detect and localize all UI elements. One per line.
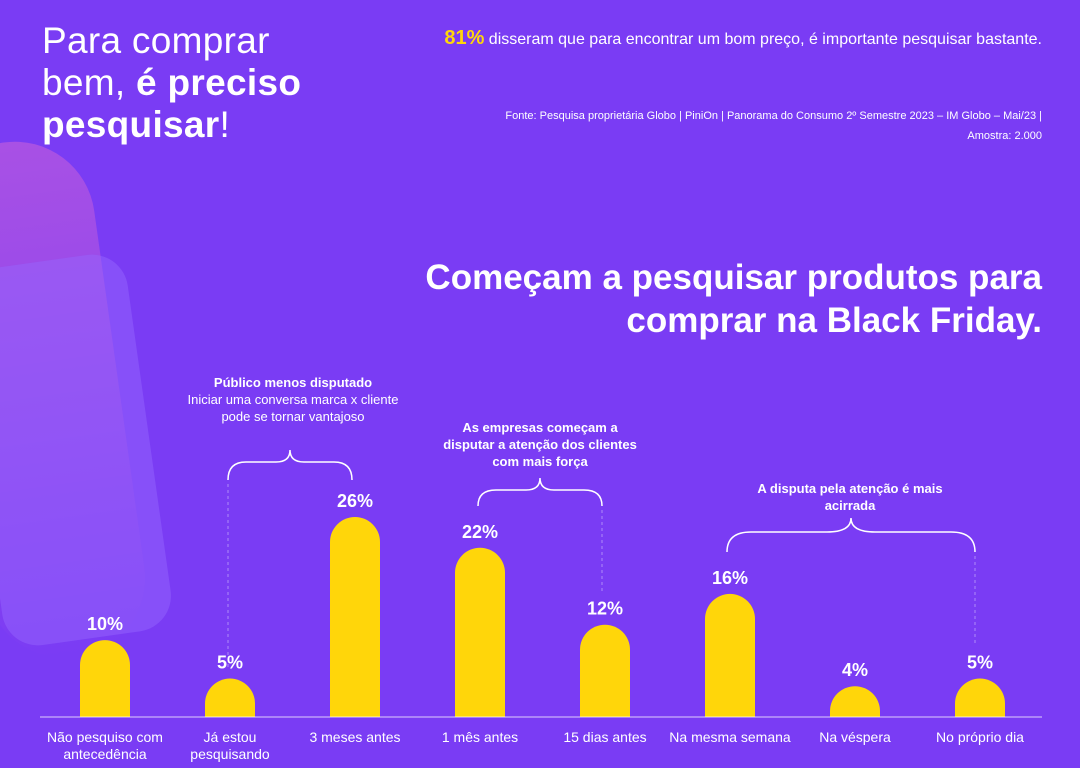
bar-value-label: 5% [967,653,993,673]
stat-text: disseram que para encontrar um bom preço… [484,31,1042,48]
bar [454,547,505,717]
source-line1: Fonte: Pesquisa proprietária Globo | Pin… [505,110,1042,122]
annotation-fierce-dispute-title: A disputa pela atenção é mais acirrada [757,481,943,513]
category-label: Na véspera [819,729,891,745]
bar-value-label: 12% [587,599,623,619]
bar-value-label: 26% [337,491,373,511]
bar-value-label: 22% [462,522,498,542]
category-label: 3 meses antes [309,729,400,745]
category-label: Não pesquiso com antecedência [47,729,163,762]
bars-group [80,517,1005,717]
annotation-brackets [227,449,976,668]
bar [955,678,1005,717]
category-label: 1 mês antes [442,729,518,745]
source-line2: Amostra: 2.000 [967,130,1042,142]
bar [830,686,880,717]
bar [705,593,755,717]
annotation-companies-start-title: As empresas começam a disputar a atenção… [443,420,637,469]
bar [205,678,255,717]
stat-percent: 81% [444,27,485,49]
category-labels-group: Não pesquiso com antecedência Já estou pesq… [47,729,1024,762]
category-label: Na mesma semana [669,729,791,745]
bracket-less-disputed [227,449,353,481]
stat-callout: 81% disseram que para encontrar um bom p… [422,24,1042,54]
headline-line3-bold: pesquisar [42,104,220,145]
bar [330,517,380,717]
annotation-less-disputed: Público menos disputado Iniciar uma conv… [186,374,400,425]
annotation-fierce-dispute: A disputa pela atenção é mais acirrada [744,480,956,514]
headline-line3-tail: ! [219,104,231,145]
annotation-less-disputed-text: Iniciar uma conversa marca x cliente pod… [187,392,399,424]
annotation-companies-start: As empresas começam a disputar a atenção… [440,419,640,470]
bar [580,624,630,717]
bar [80,640,130,717]
category-label: No próprio dia [936,729,1024,745]
annotation-less-disputed-title: Público menos disputado [213,375,373,390]
category-label: Já estou pesquisando [190,729,270,762]
bar-value-label: 4% [842,660,868,680]
headline: Para comprar bem, é preciso pesquisar! [42,20,372,146]
bar-value-label: 5% [217,653,243,673]
headline-line1: Para comprar [42,20,270,61]
source-note: Fonte: Pesquisa proprietária Globo | Pin… [402,106,1042,146]
bar-value-label: 10% [87,614,123,634]
headline-line2-bold: é preciso [136,62,302,103]
bar-value-label: 16% [712,568,748,588]
category-label: 15 dias antes [563,729,646,745]
chart-title: Começam a pesquisar produtos para compra… [425,258,1042,340]
bracket-companies-start [477,477,603,507]
value-labels-group: 10% 5% 26% 22% 12% 16% 4% 5% [87,491,993,680]
bracket-fierce-dispute [726,517,976,553]
headline-line2-regular: bem, [42,62,137,103]
